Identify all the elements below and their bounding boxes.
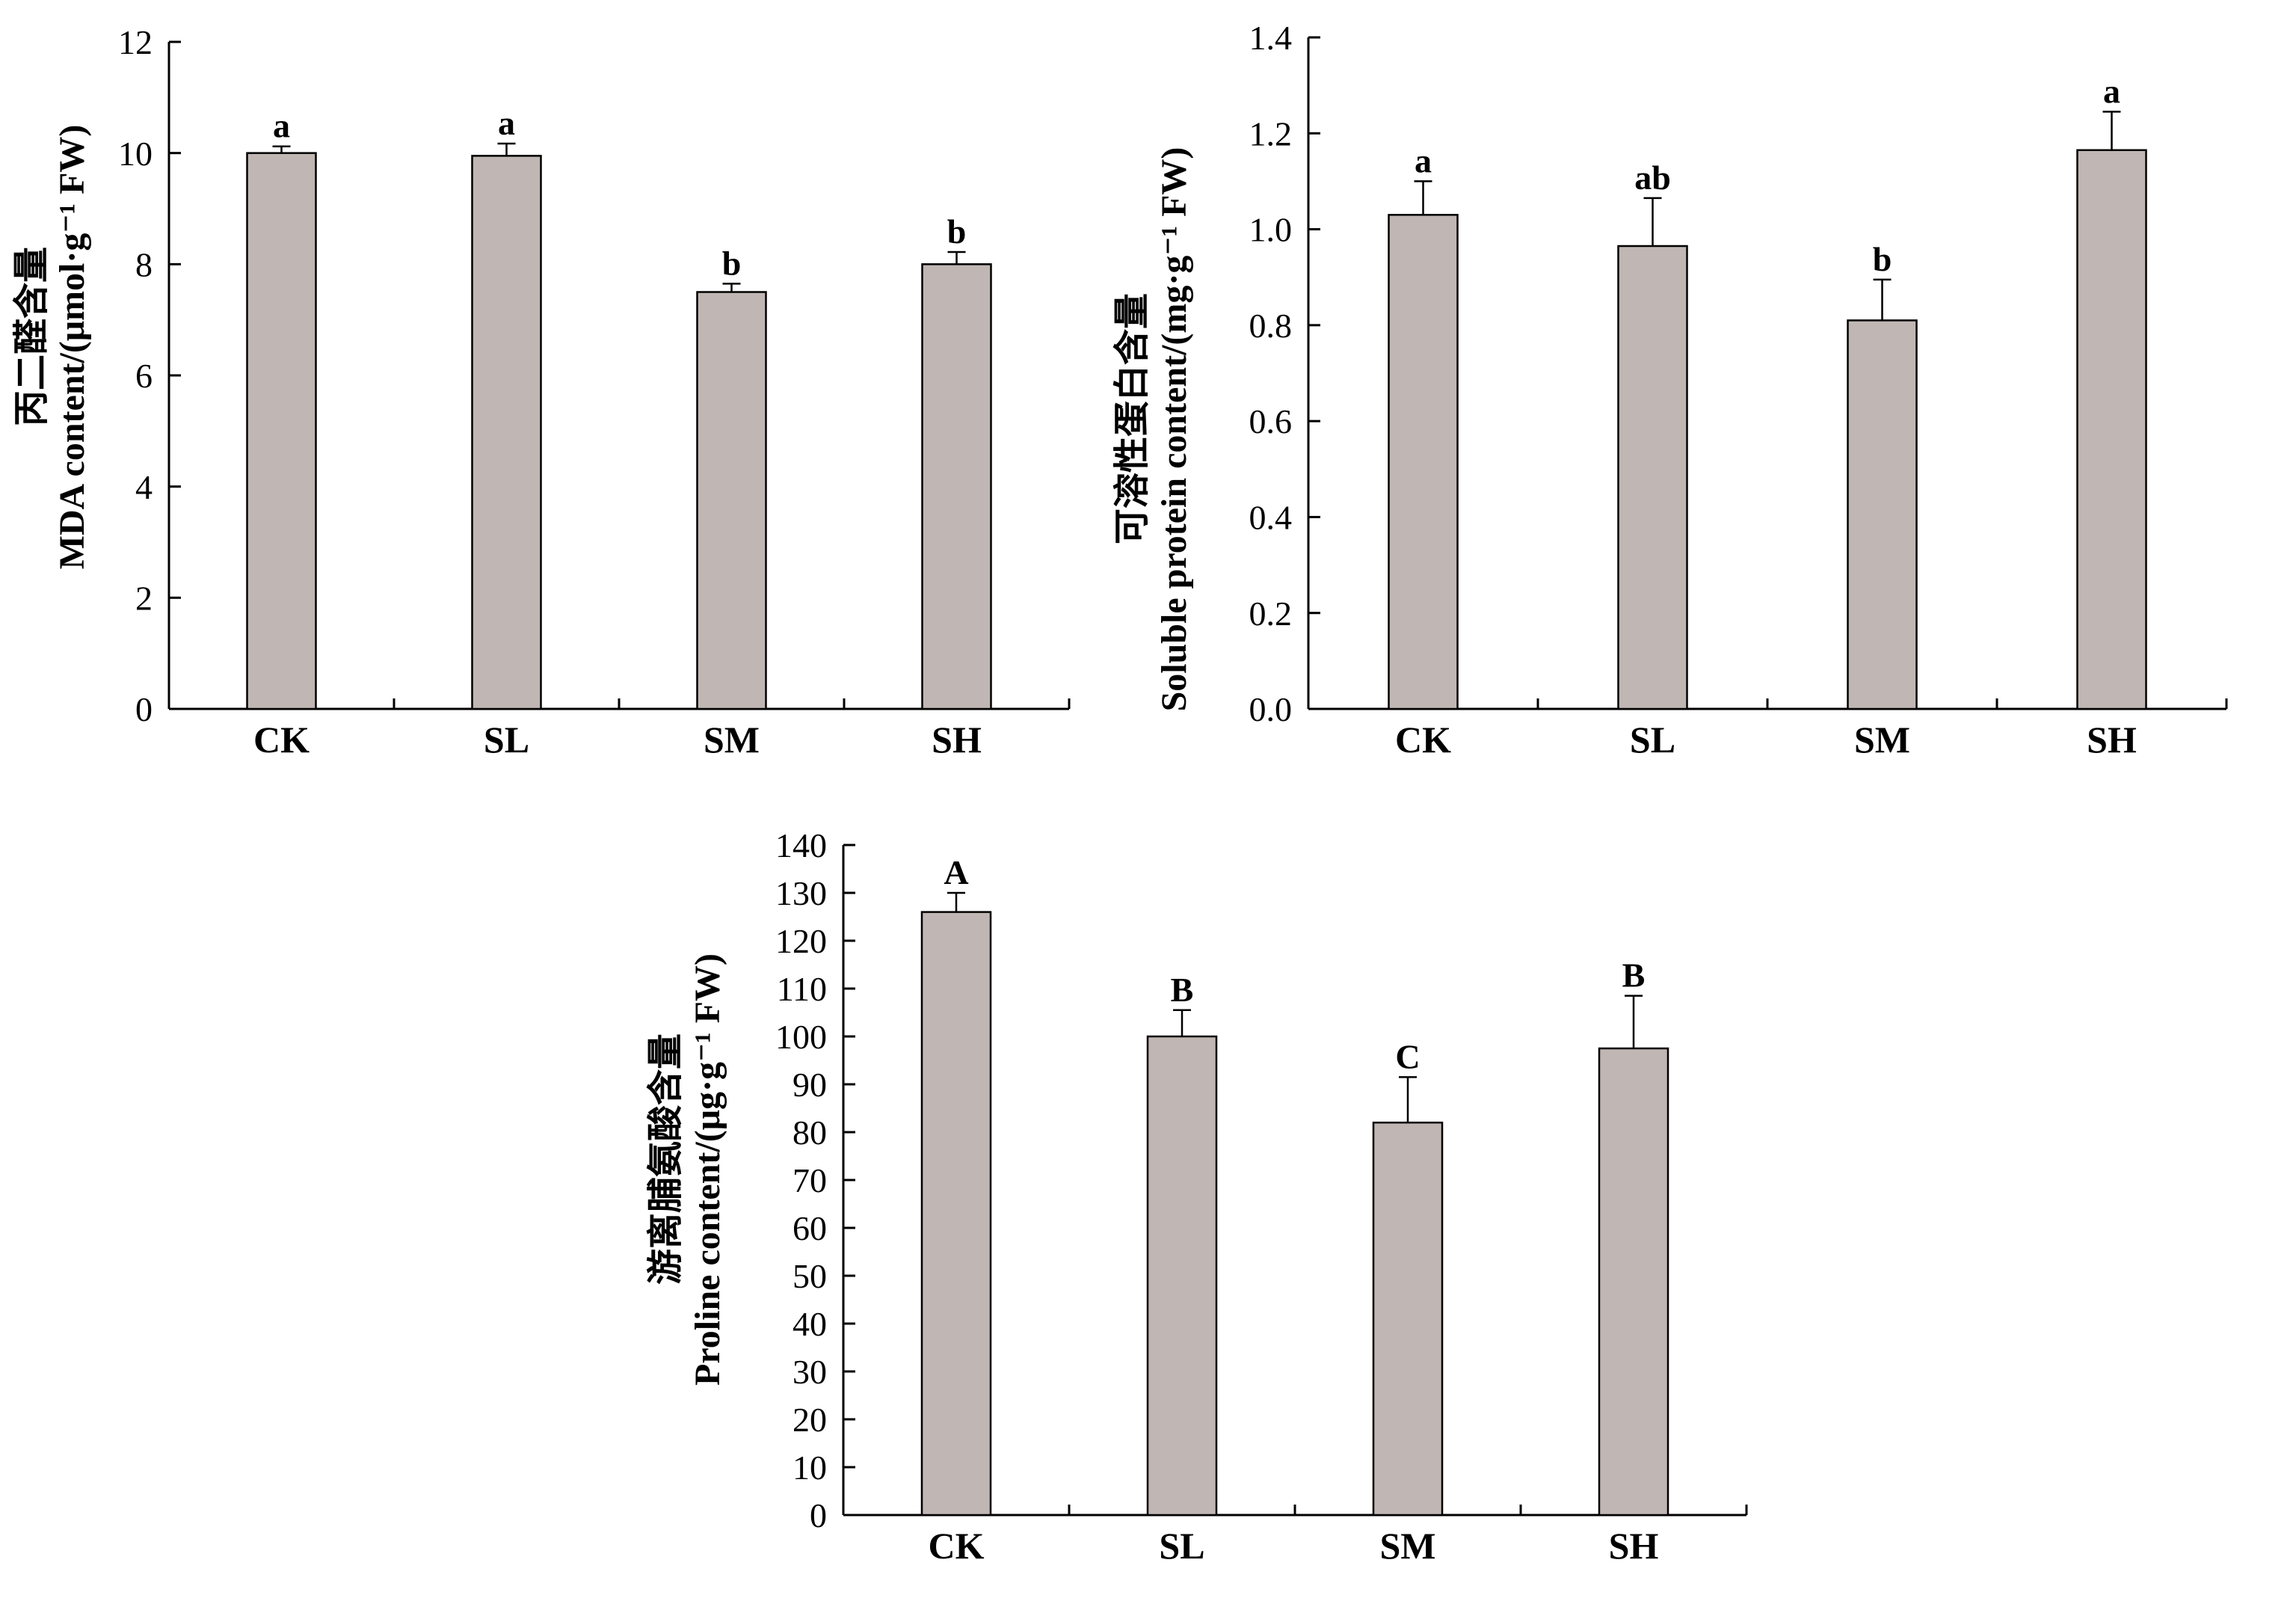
y-tick-label: 0 xyxy=(810,1496,827,1534)
y-tick-label: 70 xyxy=(792,1161,827,1199)
significance-label: a xyxy=(273,107,290,145)
y-tick-label: 12 xyxy=(118,23,153,61)
y-tick-label: 1.2 xyxy=(1249,114,1293,153)
x-tick-label: SM xyxy=(704,719,760,761)
bar-sl xyxy=(471,155,542,710)
y-tick-label: 8 xyxy=(135,245,153,283)
significance-label: ab xyxy=(1634,159,1671,197)
y-tick-label: 4 xyxy=(135,468,153,506)
y-axis-label-cn: 丙二醛含量 xyxy=(12,247,52,426)
y-axis-label-en: Proline content/(μg·g⁻¹ FW) xyxy=(688,953,727,1386)
x-tick-label: SM xyxy=(1854,719,1910,761)
x-tick-label: CK xyxy=(1395,719,1451,761)
y-tick-label: 90 xyxy=(792,1066,827,1104)
y-tick-label: 20 xyxy=(792,1401,827,1439)
significance-label: C xyxy=(1395,1037,1420,1075)
y-tick-label: 0.4 xyxy=(1249,499,1293,537)
y-tick-label: 0.8 xyxy=(1249,307,1293,345)
y-tick-label: 1.4 xyxy=(1249,19,1293,57)
bar-sm xyxy=(1372,1121,1444,1517)
y-axis-label-cn: 游离脯氨酸含量 xyxy=(646,1033,686,1285)
bar-ck xyxy=(246,152,317,710)
significance-label: b xyxy=(947,212,967,251)
y-tick-label: 40 xyxy=(792,1305,827,1343)
x-tick-label: SL xyxy=(484,719,529,761)
y-tick-label: 10 xyxy=(118,135,153,173)
significance-label: a xyxy=(2103,72,2120,110)
y-tick-label: 0.0 xyxy=(1249,690,1293,728)
bar-sh xyxy=(921,263,992,710)
x-tick-label: SL xyxy=(1159,1525,1204,1567)
x-tick-label: CK xyxy=(253,719,310,761)
x-tick-label: SH xyxy=(2087,719,2137,761)
y-tick-label: 140 xyxy=(775,826,827,864)
y-tick-label: 0.2 xyxy=(1249,594,1293,633)
x-tick-label: SH xyxy=(932,719,982,761)
significance-label: a xyxy=(1415,141,1432,179)
significance-label: B xyxy=(1171,971,1194,1009)
significance-label: b xyxy=(722,244,742,282)
x-tick-label: SH xyxy=(1609,1525,1659,1567)
y-tick-label: 30 xyxy=(792,1353,827,1391)
bar-ck xyxy=(1388,214,1459,710)
y-tick-label: 50 xyxy=(792,1257,827,1295)
y-tick-label: 0 xyxy=(135,690,153,728)
x-tick-label: SL xyxy=(1630,719,1675,761)
significance-label: b xyxy=(1873,240,1892,278)
y-tick-label: 100 xyxy=(775,1018,827,1056)
y-tick-label: 0.6 xyxy=(1249,402,1293,440)
significance-label: B xyxy=(1622,956,1646,995)
x-tick-label: SM xyxy=(1380,1525,1436,1567)
y-tick-label: 2 xyxy=(135,579,153,617)
y-tick-label: 6 xyxy=(135,357,153,395)
bar-sh xyxy=(1598,1047,1669,1517)
x-tick-label: CK xyxy=(929,1525,985,1567)
bar-ck xyxy=(920,911,992,1517)
y-axis-label-en: Soluble protein content/(mg·g⁻¹ FW) xyxy=(1154,147,1194,712)
y-tick-label: 60 xyxy=(792,1209,827,1247)
y-tick-label: 80 xyxy=(792,1113,827,1152)
y-tick-label: 130 xyxy=(775,874,827,912)
y-tick-label: 120 xyxy=(775,922,827,960)
bar-sl xyxy=(1146,1035,1218,1517)
y-axis-label-en: MDA content/(μmol·g⁻¹ FW) xyxy=(52,125,92,570)
y-tick-label: 10 xyxy=(792,1448,827,1487)
y-axis-label-cn: 可溶性蛋白含量 xyxy=(1112,293,1152,544)
significance-label: a xyxy=(498,104,515,142)
y-tick-label: 110 xyxy=(777,970,827,1008)
significance-label: A xyxy=(944,853,968,891)
bar-sl xyxy=(1617,245,1688,710)
bar-sm xyxy=(696,291,767,710)
y-tick-label: 1.0 xyxy=(1249,211,1293,249)
